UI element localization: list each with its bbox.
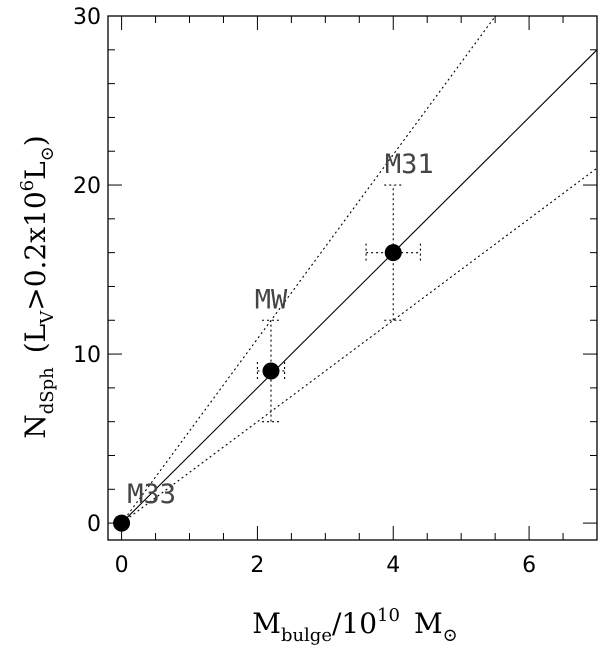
y-axis-title: NdSph(LV>0.2x106L⊙) <box>17 135 58 439</box>
fit-line <box>121 49 597 524</box>
y-tick-label: 30 <box>73 5 101 30</box>
data-point-group: M33 <box>113 479 176 532</box>
data-point-label: M31 <box>385 149 434 180</box>
data-series: M33 MW M31 <box>113 16 597 532</box>
data-point-label: MW <box>255 284 288 315</box>
x-axis-title: Mbulge/1010 M⊙ <box>252 605 457 646</box>
line-group <box>121 16 597 524</box>
plot-area <box>107 15 598 541</box>
y-tick-label: 0 <box>87 512 101 537</box>
y-tick-label: 10 <box>73 343 101 368</box>
data-point <box>262 362 280 380</box>
data-point <box>113 514 131 532</box>
plot-frame <box>107 15 598 541</box>
x-tick-label: 4 <box>386 553 400 578</box>
data-point-label: M33 <box>127 479 176 510</box>
y-tick-label: 20 <box>73 174 101 199</box>
x-tick-label: 6 <box>522 553 536 578</box>
axis-ticks <box>108 15 598 540</box>
data-point-group: M31 <box>365 149 434 321</box>
x-tick-label: 2 <box>250 553 264 578</box>
x-tick-label: 0 <box>115 553 129 578</box>
envelope-line <box>121 16 497 524</box>
axis-tick-labels: 0 2 4 6 0 10 20 30 <box>73 5 536 578</box>
data-point-group: MW <box>255 284 288 423</box>
envelope-line <box>121 167 597 524</box>
data-point <box>384 244 402 262</box>
